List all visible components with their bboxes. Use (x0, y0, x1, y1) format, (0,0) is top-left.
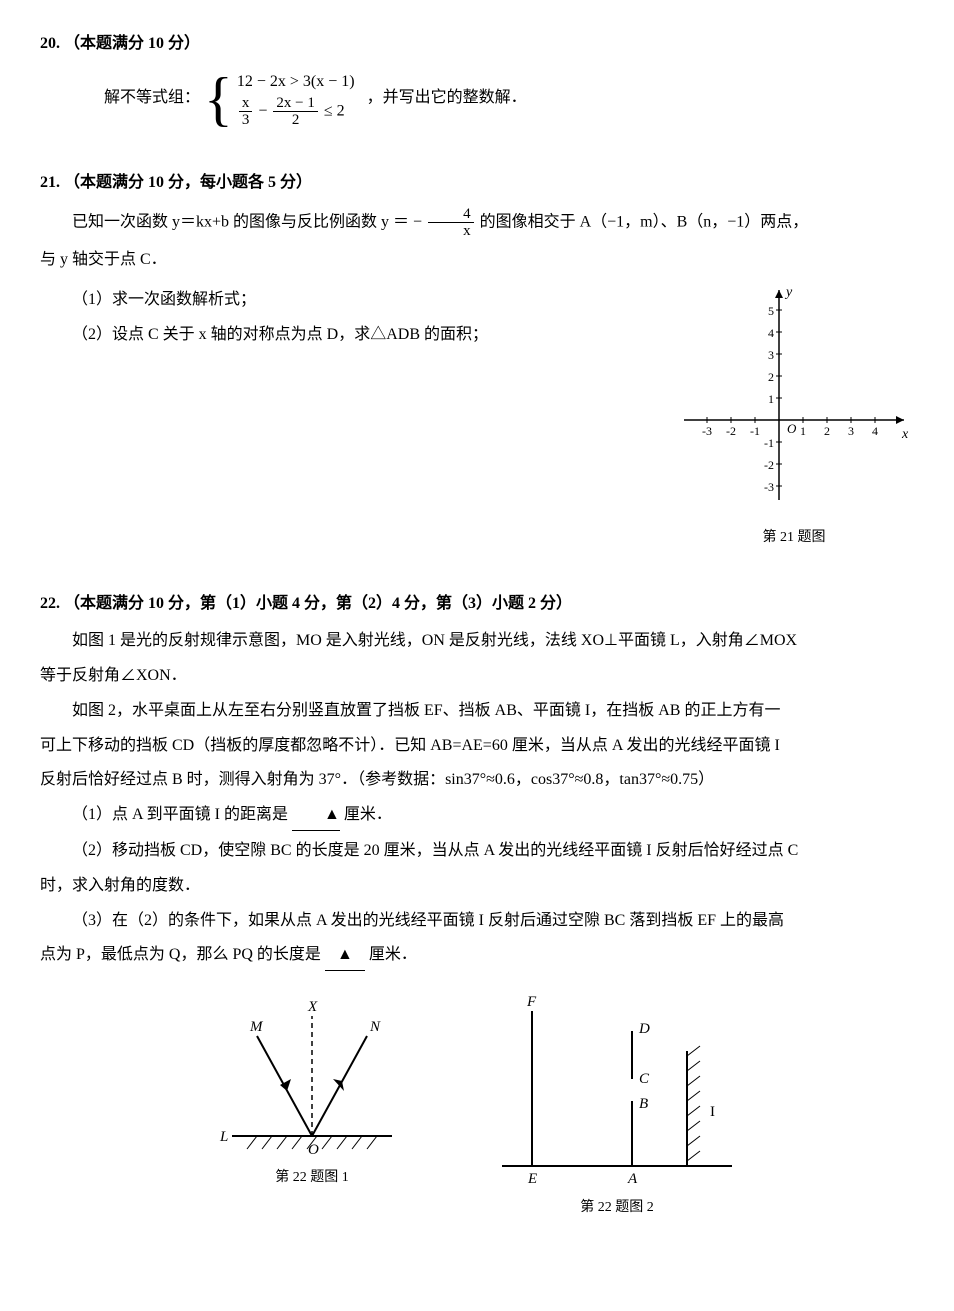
p21-figure: -3 -2 -1 1 2 3 4 5 (674, 280, 914, 550)
svg-text:L: L (219, 1129, 228, 1145)
svg-text:-3: -3 (702, 424, 712, 438)
problem-number: 21. (40, 174, 60, 191)
problem-20: 20. （本题满分 10 分） 解不等式组： { 12 − 2x > 3(x −… (40, 30, 914, 129)
svg-text:4: 4 (872, 424, 878, 438)
p21-caption: 第 21 题图 (674, 525, 914, 550)
problem-number: 22. (40, 595, 60, 612)
p22-fig2-caption: 第 22 题图 2 (580, 1195, 654, 1220)
svg-text:2: 2 (768, 370, 774, 384)
fraction-func: 4 x (428, 206, 474, 240)
svg-text:-1: -1 (764, 436, 774, 450)
svg-text:-2: -2 (764, 458, 774, 472)
svg-text:-3: -3 (764, 480, 774, 494)
svg-text:4: 4 (768, 326, 774, 340)
blank-1: ▲ (292, 801, 340, 831)
p21-para1: 已知一次函数 y＝kx+b 的图像与反比例函数 y ＝ − 4 x 的图像相交于… (40, 206, 914, 240)
eq-line-2: x 3 − 2x − 1 2 ≤ 2 (237, 95, 355, 129)
p21-q1: （1）求一次函数解析式； (40, 286, 654, 315)
fraction-1: x 3 (239, 95, 253, 129)
svg-text:F: F (526, 994, 537, 1010)
problem-22-header: 22. （本题满分 10 分，第（1）小题 4 分，第（2）4 分，第（3）小题… (40, 590, 914, 619)
svg-text:5: 5 (768, 304, 774, 318)
svg-text:-2: -2 (726, 424, 736, 438)
svg-text:x: x (901, 427, 909, 442)
svg-text:M: M (249, 1019, 264, 1035)
problem-20-header: 20. （本题满分 10 分） (40, 30, 914, 59)
svg-text:E: E (527, 1171, 537, 1187)
svg-text:O: O (308, 1142, 319, 1158)
p22-para2: 如图 2，水平桌面上从左至右分别竖直放置了挡板 EF、挡板 AB、平面镜 I，在… (40, 697, 914, 726)
p22-q3b: 点为 P，最低点为 Q，那么 PQ 的长度是 ▲ 厘米． (40, 941, 914, 971)
svg-text:A: A (627, 1171, 638, 1187)
p22-para1: 如图 1 是光的反射规律示意图，MO 是入射光线，ON 是反射光线，法线 XO⊥… (40, 627, 914, 656)
p22-para1b: 等于反射角∠XON． (40, 662, 914, 691)
p22-fig1: M X N L O 第 22 题图 1 (212, 991, 412, 1220)
inequality-system: 解不等式组： { 12 − 2x > 3(x − 1) x 3 − 2x − 1… (104, 69, 914, 129)
p21-q2: （2）设点 C 关于 x 轴的对称点为点 D，求△ADB 的面积； (40, 321, 654, 350)
svg-text:2: 2 (824, 424, 830, 438)
tail-text: ，并写出它的整数解． (367, 84, 527, 113)
svg-text:B: B (639, 1096, 648, 1112)
p22-q3: （3）在（2）的条件下，如果从点 A 发出的光线经平面镜 I 反射后通过空隙 B… (40, 907, 914, 936)
p22-fig2: F D C B E A I 第 22 题图 2 (492, 991, 742, 1220)
p22-para2b: 可上下移动的挡板 CD（挡板的厚度都忽略不计）．已知 AB=AE=60 厘米，当… (40, 732, 914, 761)
coordinate-graph: -3 -2 -1 1 2 3 4 5 (674, 280, 914, 510)
svg-text:-1: -1 (750, 424, 760, 438)
svg-text:y: y (784, 285, 793, 300)
p21-para2: 与 y 轴交于点 C． (40, 246, 914, 275)
problem-number: 20. (40, 35, 60, 52)
svg-text:X: X (307, 999, 318, 1015)
svg-text:D: D (638, 1021, 650, 1037)
p21-body-row: （1）求一次函数解析式； （2）设点 C 关于 x 轴的对称点为点 D，求△AD… (40, 280, 914, 550)
p21-questions: （1）求一次函数解析式； （2）设点 C 关于 x 轴的对称点为点 D，求△AD… (40, 280, 654, 356)
problem-22: 22. （本题满分 10 分，第（1）小题 4 分，第（2）4 分，第（3）小题… (40, 590, 914, 1220)
problem-21-header: 21. （本题满分 10 分，每小题各 5 分） (40, 169, 914, 198)
mirror-setup-diagram: F D C B E A I (492, 991, 742, 1191)
p22-figures: M X N L O 第 22 题图 1 (40, 991, 914, 1220)
problem-21: 21. （本题满分 10 分，每小题各 5 分） 已知一次函数 y＝kx+b 的… (40, 169, 914, 551)
svg-text:O: O (787, 421, 797, 436)
lead-text: 解不等式组： (104, 84, 200, 113)
p22-q1: （1）点 A 到平面镜 I 的距离是 ▲ 厘米． (40, 801, 914, 831)
svg-text:N: N (369, 1019, 381, 1035)
problem-points: （本题满分 10 分） (64, 35, 200, 52)
eq-line-1: 12 − 2x > 3(x − 1) (237, 69, 355, 95)
p22-q2b: 时，求入射角的度数． (40, 872, 914, 901)
svg-text:C: C (639, 1071, 650, 1087)
svg-text:1: 1 (800, 424, 806, 438)
fraction-2: 2x − 1 2 (273, 95, 317, 129)
svg-text:3: 3 (768, 348, 774, 362)
blank-2: ▲ (325, 941, 365, 971)
problem-points: （本题满分 10 分，第（1）小题 4 分，第（2）4 分，第（3）小题 2 分… (64, 595, 572, 612)
reflection-diagram: M X N L O (212, 991, 412, 1161)
brace-icon: { (204, 69, 233, 129)
svg-text:3: 3 (848, 424, 854, 438)
equation-lines: 12 − 2x > 3(x − 1) x 3 − 2x − 1 2 ≤ 2 (237, 69, 355, 129)
p22-para2c: 反射后恰好经过点 B 时，测得入射角为 37°．（参考数据：sin37°≈0.6… (40, 766, 914, 795)
p22-fig1-caption: 第 22 题图 1 (275, 1165, 349, 1190)
problem-points: （本题满分 10 分，每小题各 5 分） (64, 174, 312, 191)
p22-q2: （2）移动挡板 CD，使空隙 BC 的长度是 20 厘米，当从点 A 发出的光线… (40, 837, 914, 866)
svg-text:1: 1 (768, 392, 774, 406)
svg-text:I: I (710, 1104, 715, 1120)
